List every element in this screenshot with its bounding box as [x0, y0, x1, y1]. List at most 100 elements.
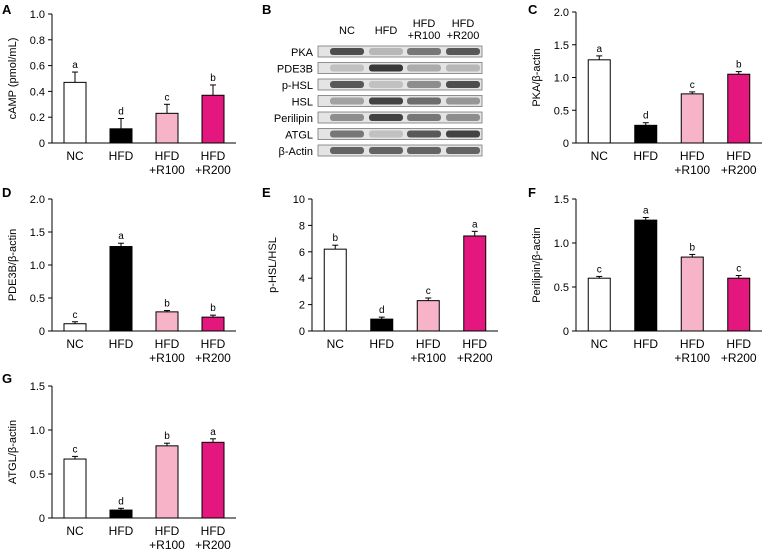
significance-letter: c [165, 92, 170, 103]
blot-band [446, 130, 480, 138]
x-tick-label: NC [66, 524, 84, 538]
blot-band [407, 81, 441, 88]
bar [680, 93, 704, 144]
panel-label: E [262, 185, 271, 200]
y-axis-label: cAMP (pmol/mL) [7, 38, 19, 120]
x-tick-label: +R200 [457, 351, 493, 365]
bar [463, 235, 487, 332]
significance-letter: b [210, 73, 216, 84]
y-tick-label: 0 [299, 326, 305, 338]
blot-row-label: PKA [291, 47, 314, 59]
x-tick-label: HFD [680, 149, 705, 163]
blot-band [330, 97, 364, 105]
x-tick-label: HFD [201, 149, 226, 163]
bar [680, 256, 704, 332]
x-tick-label: HFD [680, 337, 705, 351]
blot-row-label: Perilipin [274, 113, 313, 125]
y-tick-label: 0.5 [30, 293, 45, 305]
bar [63, 323, 87, 332]
blot-band [330, 114, 364, 121]
blot-lane-label: +R100 [408, 30, 441, 42]
y-tick-label: 1.5 [30, 227, 45, 239]
blot-band [446, 114, 480, 121]
panel-label: F [528, 185, 536, 200]
y-tick-label: 0 [39, 513, 45, 525]
x-tick-label: +R100 [149, 538, 185, 550]
y-tick-label: 10 [293, 194, 305, 206]
x-tick-label: +R100 [149, 351, 185, 365]
x-tick-label: +R200 [195, 351, 231, 365]
significance-letter: c [73, 310, 78, 321]
significance-letter: b [689, 242, 695, 253]
x-tick-label: HFD [416, 337, 441, 351]
y-tick-label: 1.0 [30, 425, 45, 437]
bar [416, 300, 440, 332]
panel-label: G [2, 371, 12, 386]
y-tick-label: 0.8 [30, 35, 45, 47]
blot-band [407, 114, 441, 121]
chart-panel-a: A 0 0.2 0.4 0.6 0.8 1.0 cAMP (pmol/mL) a NC d HFD c H… [2, 2, 236, 177]
bar [155, 311, 179, 332]
y-axis-label: PDE3B/β-actin [7, 229, 19, 301]
x-tick-label: HFD [726, 149, 751, 163]
blot-band [369, 147, 403, 154]
y-tick-label: 0 [39, 326, 45, 338]
y-tick-label: 1.0 [30, 9, 45, 21]
bar [63, 458, 87, 519]
bar [109, 246, 133, 332]
bar [370, 318, 394, 332]
x-tick-label: +R200 [195, 163, 231, 177]
y-axis-label: p-HSL/HSL [267, 237, 279, 293]
blot-band [446, 48, 480, 55]
blot-row-label: HSL [292, 97, 313, 109]
x-tick-label: NC [327, 337, 345, 351]
panel-label: C [528, 2, 538, 17]
y-tick-label: 0.5 [554, 105, 569, 117]
blot-band [330, 48, 364, 55]
significance-letter: a [210, 427, 216, 438]
blot-band [446, 64, 480, 72]
x-tick-label: HFD [201, 337, 226, 351]
y-tick-label: 0.5 [30, 469, 45, 481]
significance-letter: a [643, 205, 649, 216]
significance-letter: b [736, 60, 742, 71]
significance-letter: a [72, 60, 78, 71]
blot-lane-label: NC [339, 25, 355, 37]
blot-band [407, 64, 441, 72]
significance-letter: d [379, 305, 385, 316]
bar [727, 73, 751, 144]
bar [109, 128, 133, 144]
x-tick-label: NC [66, 337, 84, 351]
blot-band [369, 114, 403, 121]
x-tick-label: +R100 [674, 351, 710, 365]
x-tick-label: HFD [109, 337, 134, 351]
blot-band [369, 81, 403, 88]
y-tick-label: 6 [299, 247, 305, 259]
bar [155, 112, 179, 144]
y-axis-label: Perilipin/β-actin [531, 227, 543, 302]
significance-letter: c [73, 444, 78, 455]
bar [587, 59, 611, 144]
blot-band [330, 64, 364, 72]
y-tick-label: 1.5 [30, 381, 45, 393]
blot-band [446, 97, 480, 105]
y-tick-label: 0.5 [554, 282, 569, 294]
x-tick-label: HFD [201, 524, 226, 538]
significance-letter: b [332, 233, 338, 244]
significance-letter: b [210, 303, 216, 314]
blot-band [369, 48, 403, 55]
bar [634, 124, 658, 144]
x-tick-label: HFD [726, 337, 751, 351]
blot-band [330, 81, 364, 88]
significance-letter: d [118, 106, 124, 117]
panel-label: D [2, 185, 11, 200]
y-tick-label: 0.4 [30, 86, 45, 98]
y-tick-label: 0 [39, 138, 45, 150]
x-tick-label: HFD [109, 149, 134, 163]
significance-letter: d [643, 111, 649, 122]
panel-label: A [2, 2, 12, 17]
y-tick-label: 1.0 [30, 260, 45, 272]
y-tick-label: 0.2 [30, 112, 45, 124]
y-tick-label: 1.0 [554, 73, 569, 85]
